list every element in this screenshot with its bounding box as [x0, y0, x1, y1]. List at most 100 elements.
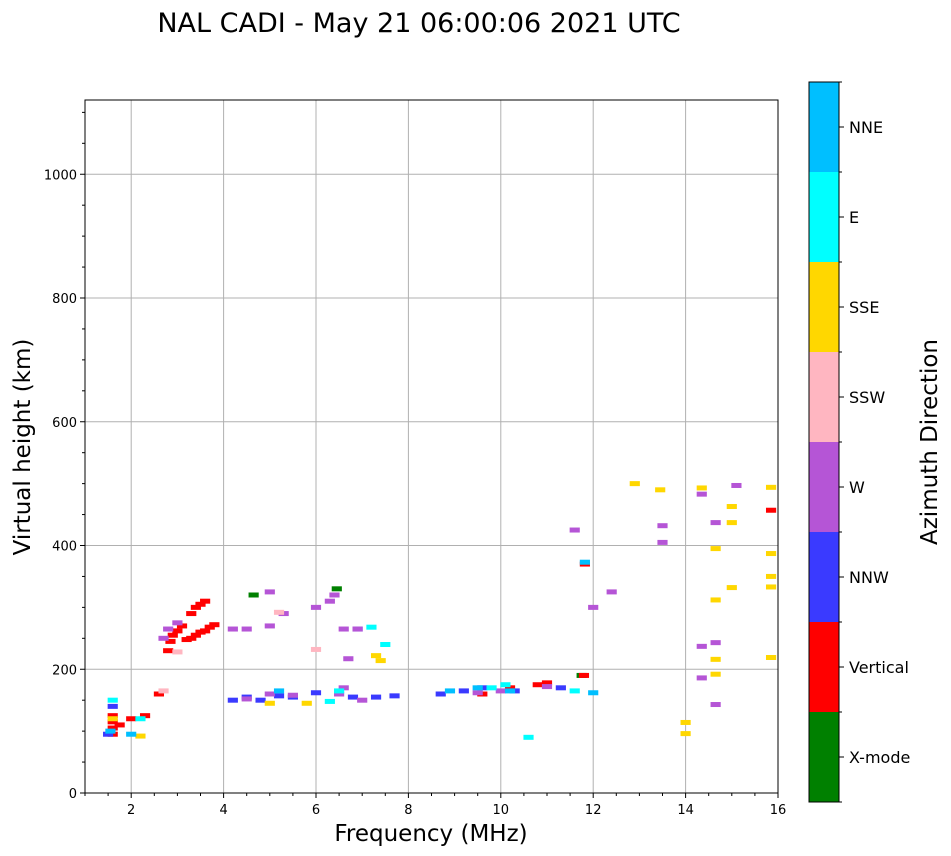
data-point [765, 573, 777, 579]
data-point [765, 551, 777, 557]
data-point [389, 693, 400, 699]
data-point [264, 691, 275, 697]
y-tick-label: 0 [69, 787, 77, 802]
data-point [765, 484, 777, 490]
colorbar-swatch-nnw [809, 532, 839, 622]
colorbar-tick-label: NNE [849, 118, 883, 137]
data-point [370, 653, 382, 659]
data-point [710, 546, 721, 552]
data-point [190, 632, 201, 638]
data-point [209, 622, 220, 628]
data-points [103, 481, 777, 740]
data-point [458, 688, 469, 694]
x-tick-label: 12 [585, 803, 602, 818]
data-point [472, 690, 483, 696]
data-point [264, 700, 275, 706]
colorbar-label: Azimuth Direction [917, 339, 943, 545]
data-point [107, 716, 118, 722]
data-point [163, 626, 174, 632]
colorbar-tick-label: SSE [849, 298, 879, 317]
data-point [107, 719, 118, 725]
data-point [158, 688, 169, 694]
data-point [329, 592, 340, 598]
grid-lines [85, 100, 778, 793]
data-point [726, 504, 737, 510]
data-point [135, 716, 146, 722]
colorbar-tick-label: X-mode [849, 748, 910, 767]
data-point [472, 685, 483, 691]
data-point [186, 611, 197, 617]
series-nne [105, 559, 599, 737]
plot-frame [84, 99, 779, 794]
data-point [579, 559, 590, 565]
data-point [126, 716, 137, 722]
y-tick-label: 1000 [44, 168, 77, 183]
data-point [370, 694, 382, 700]
y-tick-label: 400 [52, 540, 77, 555]
colorbar-swatch-x-mode [809, 712, 839, 802]
data-point [334, 688, 345, 694]
data-point [172, 628, 183, 634]
data-point [731, 482, 742, 488]
data-point [657, 539, 668, 545]
data-point [186, 635, 197, 641]
data-point [338, 685, 349, 691]
data-point [765, 654, 777, 660]
data-point [710, 597, 721, 603]
data-point [504, 688, 516, 694]
data-point [107, 703, 118, 709]
data-point [696, 491, 707, 497]
data-point [310, 604, 322, 610]
data-point [765, 507, 777, 513]
data-point [264, 623, 275, 629]
data-point [710, 671, 721, 677]
colorbar-swatch-e [809, 172, 839, 262]
data-point [227, 626, 238, 632]
x-tick-label: 10 [493, 803, 510, 818]
data-point [324, 598, 335, 604]
data-point [541, 680, 553, 686]
data-point [366, 624, 377, 630]
data-point [338, 626, 349, 632]
data-point [375, 658, 386, 664]
x-tick-label: 4 [219, 803, 227, 818]
chart-title: NAL CADI - May 21 06:00:06 2021 UTC [157, 8, 680, 39]
data-point [657, 523, 668, 529]
data-point [241, 626, 252, 632]
data-point [103, 731, 114, 737]
data-point [273, 693, 285, 699]
data-point [710, 702, 721, 708]
colorbar-tick-label: Vertical [849, 658, 909, 677]
data-point [541, 684, 553, 690]
data-point [523, 734, 534, 740]
data-point [153, 691, 165, 697]
data-point [105, 728, 116, 734]
series-w [158, 482, 742, 708]
data-point [139, 713, 151, 719]
y-tick-label: 800 [52, 292, 77, 307]
x-axis-ticks: 2 4 6 8 10 12 14 16 [84, 793, 787, 818]
x-tick-label: 16 [770, 803, 787, 818]
data-point [680, 731, 691, 737]
data-point [655, 487, 666, 493]
data-point [710, 640, 721, 646]
data-point [486, 685, 497, 691]
data-point [569, 688, 580, 694]
data-point [588, 690, 599, 696]
data-point [504, 685, 516, 691]
data-point [578, 672, 590, 678]
data-point [248, 592, 259, 598]
data-point [444, 688, 456, 694]
colorbar-tick-label: E [849, 208, 859, 227]
data-point [107, 725, 118, 731]
series-x-mode [248, 586, 587, 678]
data-point [255, 697, 266, 703]
data-point [380, 642, 391, 647]
data-point [710, 656, 721, 662]
data-point [696, 485, 707, 491]
data-point [176, 623, 188, 629]
data-point [765, 584, 777, 590]
colorbar: X-mode Vertical NNW W SSW SSE E NNE [808, 81, 910, 803]
data-point [435, 691, 446, 697]
